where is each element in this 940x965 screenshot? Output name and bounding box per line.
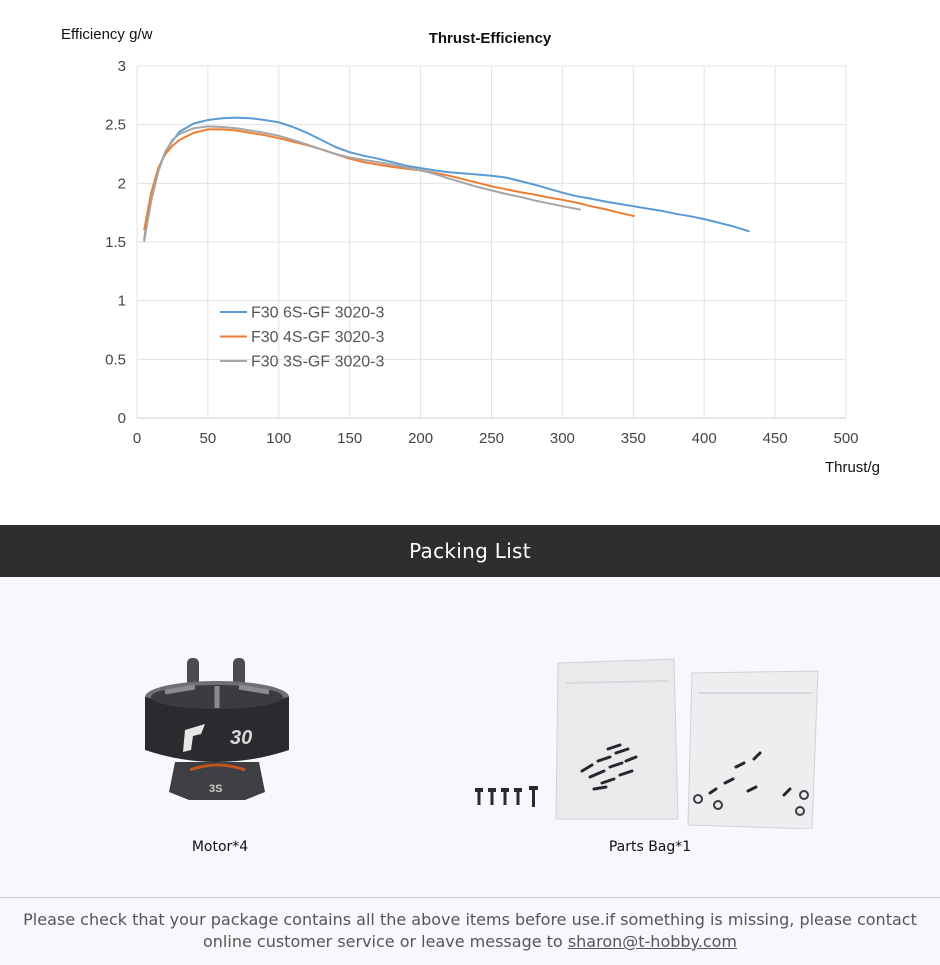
packing-list-header: Packing List — [0, 525, 940, 577]
series-lines — [143, 116, 750, 243]
footer-text: Please check that your package contains … — [23, 910, 917, 951]
series-line-1 — [143, 116, 750, 240]
chart-title: Thrust-Efficiency — [429, 30, 552, 47]
x-tick-label: 300 — [550, 430, 575, 447]
legend: F30 6S-GF 3020-3 F30 4S-GF 3020-3 F30 3S-G… — [220, 305, 385, 371]
y-tick-label: 0 — [118, 410, 126, 427]
legend-label: F30 4S-GF 3020-3 — [251, 329, 385, 346]
axis-tick-labels: 0 50 100 150 200 250 300 350 400 450 500 0 0.5 1 1.5 2 2… — [105, 58, 858, 447]
screws-image — [475, 786, 538, 807]
x-tick-label: 0 — [133, 430, 141, 447]
grid-lines — [136, 65, 847, 419]
svg-text:30: 30 — [230, 727, 252, 749]
x-tick-label: 100 — [266, 430, 291, 447]
parts-bag-label: Parts Bag*1 — [608, 839, 692, 855]
chart-section: 0 50 100 150 200 250 300 350 400 450 500 0 0.5 1 1.5 2 2… — [61, 26, 880, 476]
x-tick-label: 500 — [833, 430, 858, 447]
y-axis-label: Efficiency g/w — [61, 26, 153, 43]
y-tick-label: 3 — [118, 58, 126, 75]
x-tick-label: 350 — [621, 430, 646, 447]
x-tick-label: 250 — [479, 430, 504, 447]
footer-notice: Please check that your package contains … — [0, 897, 940, 965]
series-line-3 — [143, 125, 581, 243]
contact-email-link[interactable]: sharon@t-hobby.com — [567, 932, 737, 951]
y-tick-label: 1 — [118, 293, 126, 310]
x-tick-label: 50 — [200, 430, 217, 447]
packing-list-title: Packing List — [409, 539, 531, 563]
packing-list-section: 30 3S — [0, 577, 940, 897]
series-line-2 — [143, 128, 635, 231]
parts-bag-image — [555, 658, 819, 829]
motor-image: 30 3S — [145, 658, 289, 800]
y-tick-label: 2 — [118, 175, 126, 192]
legend-label: F30 6S-GF 3020-3 — [251, 305, 385, 322]
x-tick-label: 450 — [763, 430, 788, 447]
y-tick-label: 1.5 — [105, 234, 126, 251]
y-tick-label: 2.5 — [105, 117, 126, 134]
legend-label: F30 3S-GF 3020-3 — [251, 354, 385, 371]
x-tick-label: 400 — [692, 430, 717, 447]
y-tick-label: 0.5 — [105, 351, 126, 368]
thrust-efficiency-chart: 0 50 100 150 200 250 300 350 400 450 500 0 0.5 1 1.5 2 2… — [61, 26, 880, 476]
x-tick-label: 150 — [337, 430, 362, 447]
motor-label: Motor*4 — [191, 839, 249, 855]
x-axis-label: Thrust/g — [825, 459, 880, 476]
x-tick-label: 200 — [408, 430, 433, 447]
svg-text:3S: 3S — [209, 783, 222, 795]
